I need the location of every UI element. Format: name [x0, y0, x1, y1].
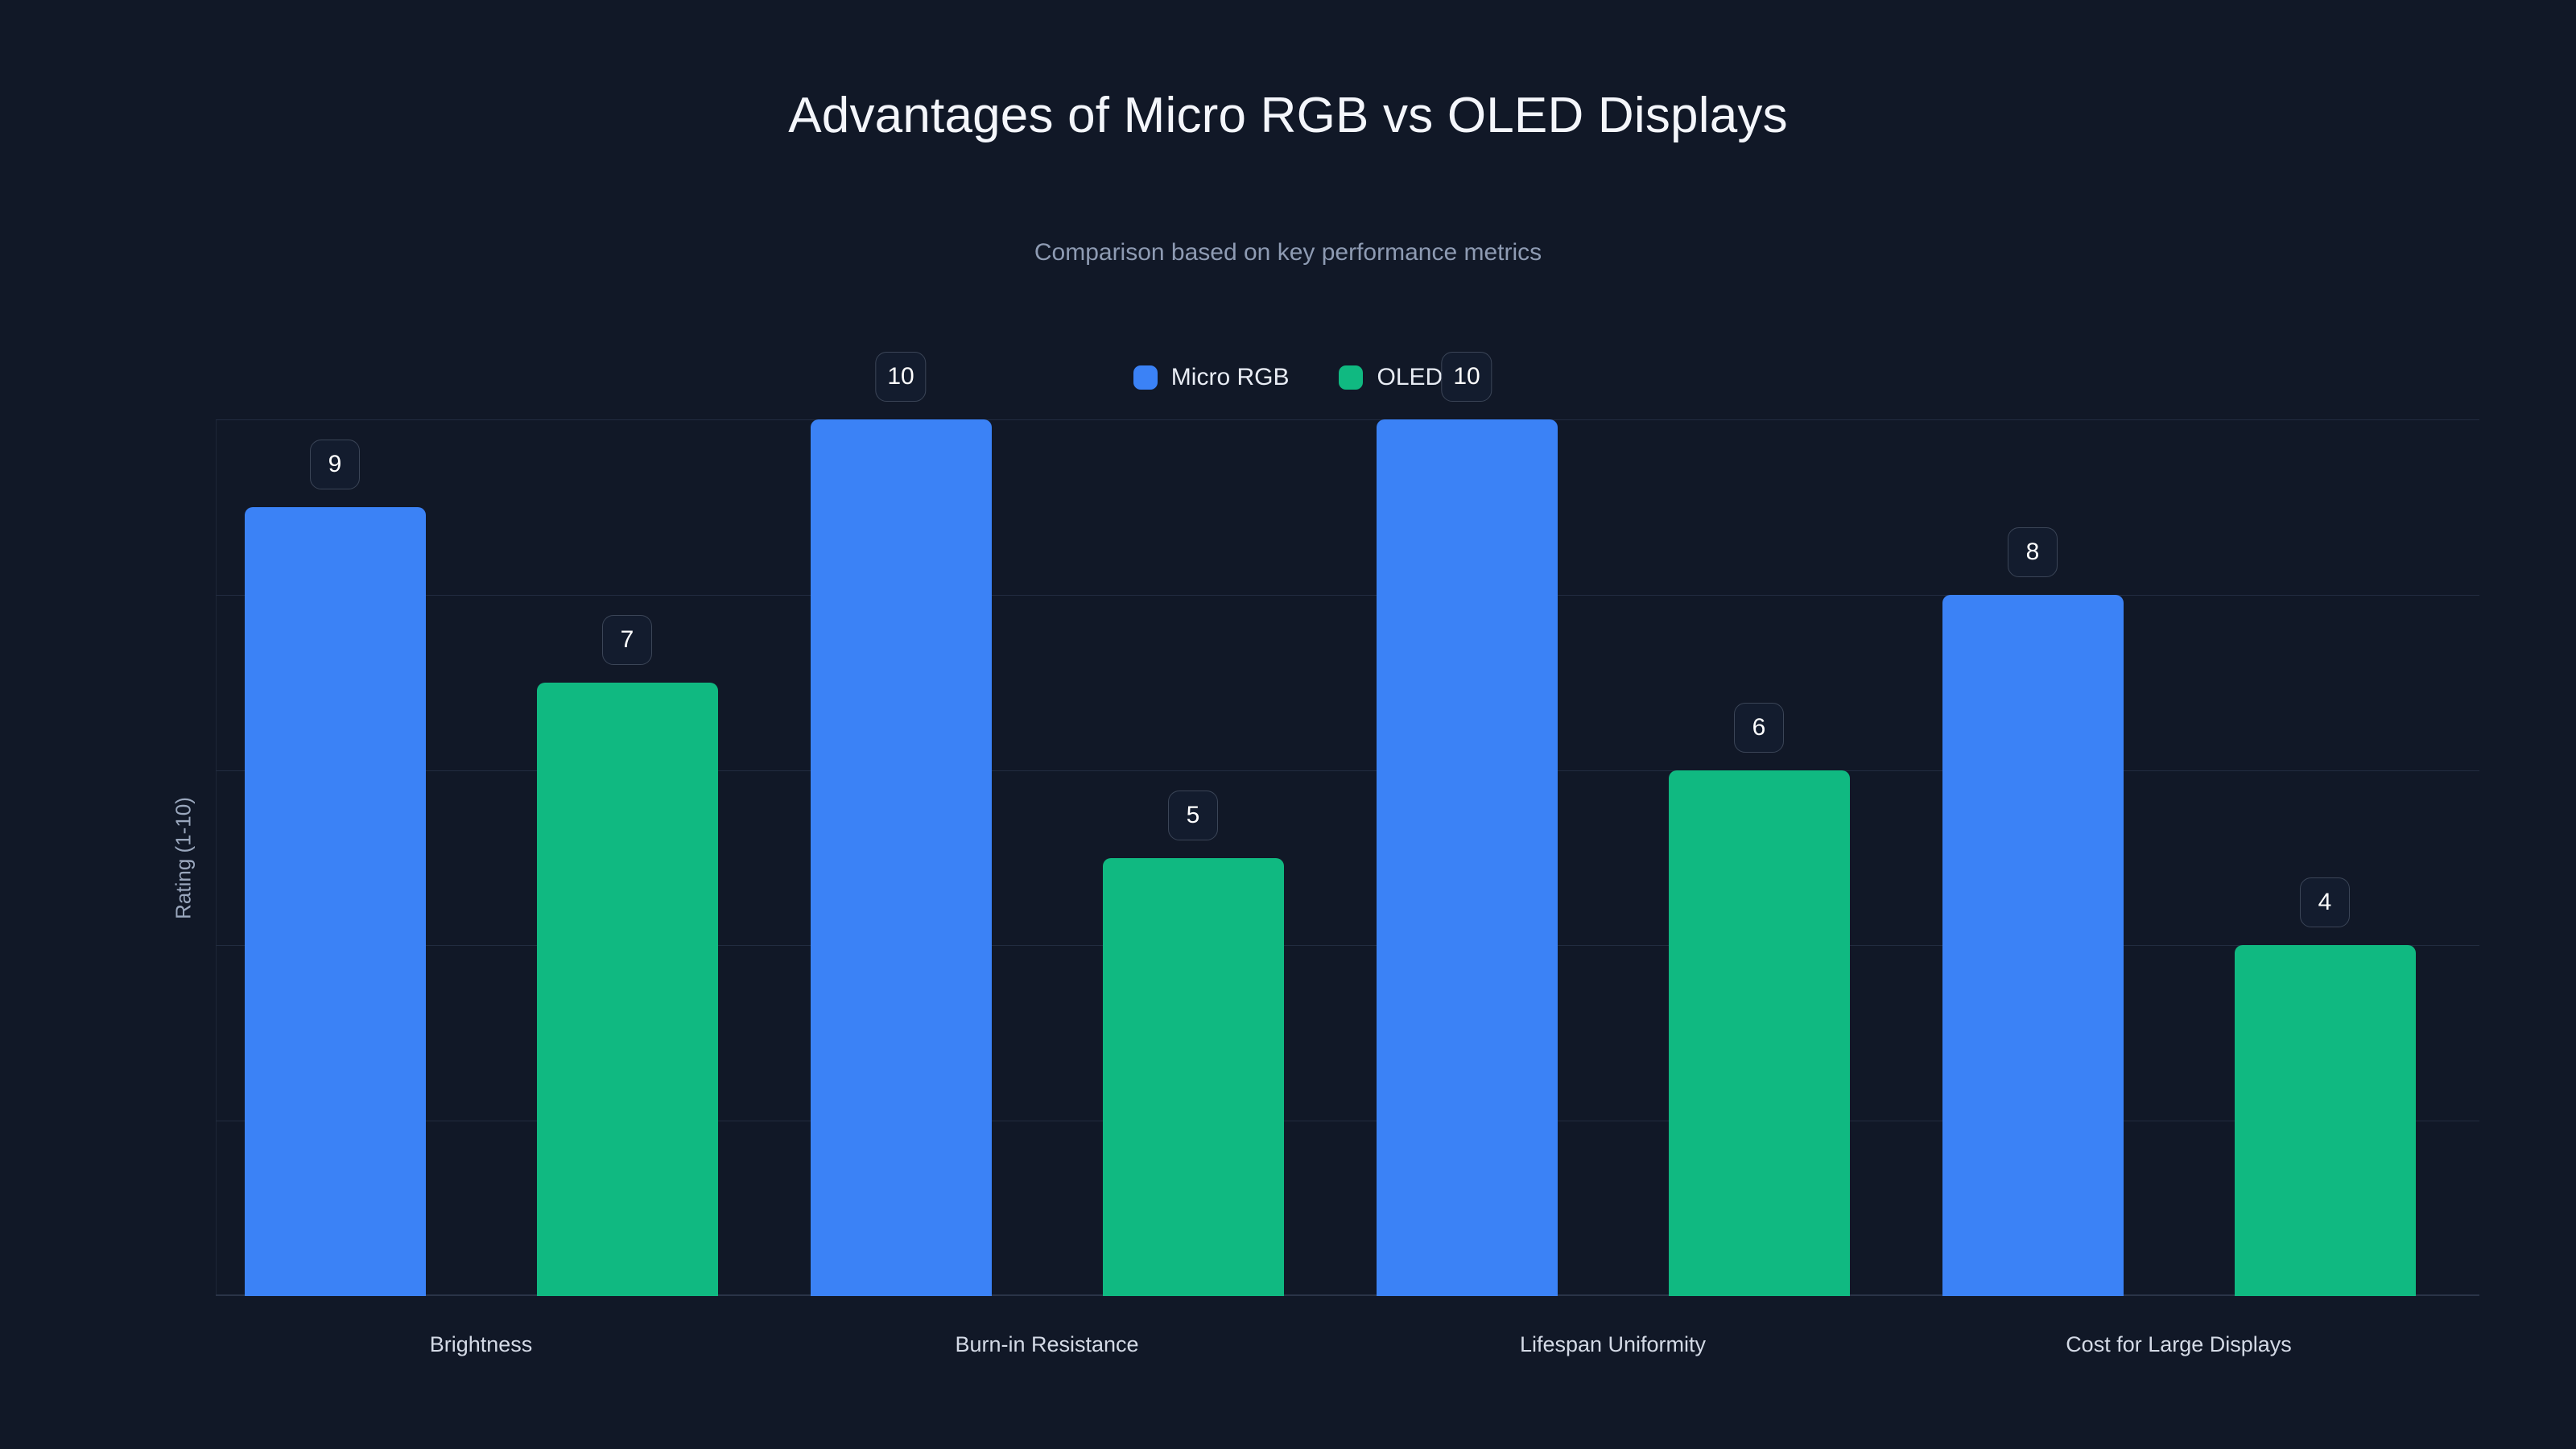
- gridline: [216, 770, 2479, 771]
- bar-value-label: 7: [602, 614, 652, 665]
- bar[interactable]: [810, 419, 992, 1296]
- y-axis-line: [216, 419, 217, 1296]
- legend-item-oled[interactable]: OLED: [1339, 364, 1443, 391]
- x-axis-line: [216, 1294, 2479, 1296]
- chart-title: Advantages of Micro RGB vs OLED Displays: [788, 88, 1788, 143]
- gridline: [216, 945, 2479, 947]
- bar-value-label: 9: [310, 439, 360, 489]
- x-axis-tick-label: Burn-in Resistance: [955, 1332, 1139, 1356]
- bar-value-label: 6: [1734, 702, 1784, 753]
- bar[interactable]: [1102, 857, 1284, 1296]
- gridline: [216, 594, 2479, 596]
- bar-value-label: 5: [1168, 790, 1218, 840]
- legend-swatch-icon: [1339, 365, 1364, 390]
- y-axis-title: Rating (1-10): [171, 796, 196, 919]
- x-axis-tick-label: Brightness: [429, 1332, 533, 1356]
- bar-value-label: 4: [2300, 877, 2350, 928]
- chart-subtitle: Comparison based on key performance metr…: [1034, 239, 1542, 266]
- legend-label: OLED: [1377, 364, 1443, 390]
- x-axis-tick-label: Cost for Large Displays: [2066, 1332, 2292, 1356]
- legend-label: Micro RGB: [1170, 364, 1290, 390]
- bar[interactable]: [1376, 419, 1558, 1296]
- bar[interactable]: [1668, 770, 1850, 1296]
- bar-value-label: 10: [1441, 352, 1492, 402]
- bar-value-label: 8: [2008, 526, 2058, 577]
- bar[interactable]: [536, 682, 718, 1296]
- bar[interactable]: [1942, 594, 2124, 1296]
- legend-swatch-icon: [1133, 365, 1158, 390]
- chart-legend: Micro RGB OLED: [0, 364, 2576, 391]
- bar-value-label: 10: [875, 352, 927, 402]
- gridline: [216, 419, 2479, 420]
- bar[interactable]: [2234, 945, 2416, 1296]
- legend-item-micro-rgb[interactable]: Micro RGB: [1133, 364, 1290, 391]
- x-axis-tick-label: Lifespan Uniformity: [1519, 1332, 1707, 1356]
- bar[interactable]: [244, 506, 426, 1296]
